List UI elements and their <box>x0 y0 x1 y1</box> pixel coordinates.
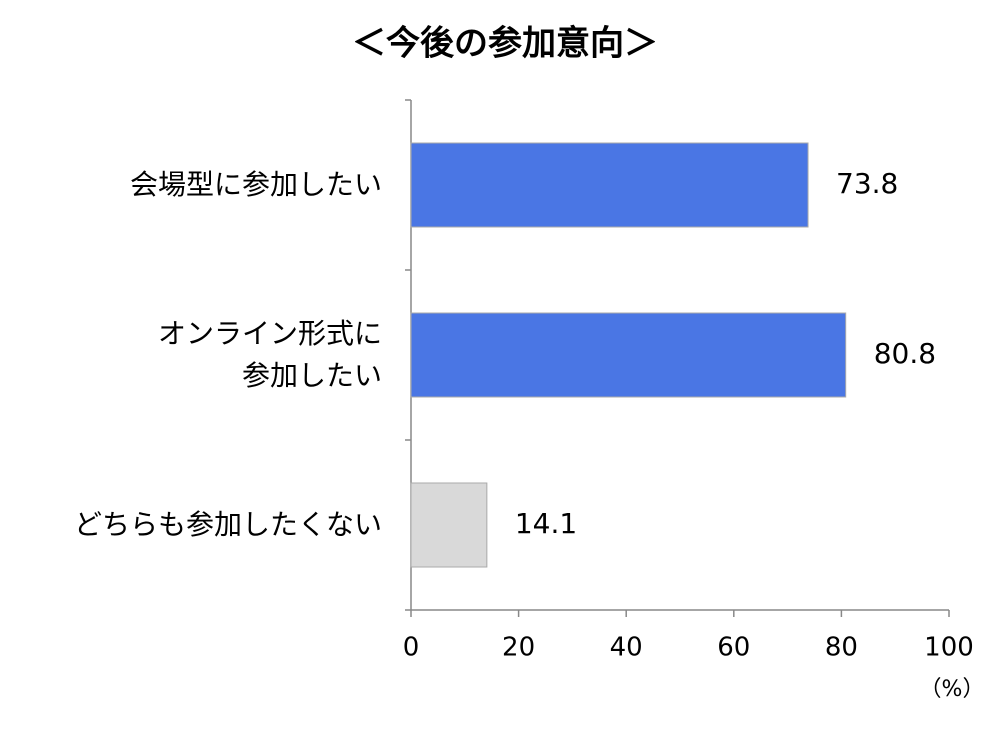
value-label: 73.8 <box>836 167 898 200</box>
x-tick-label: 40 <box>610 633 643 663</box>
chart-title: ＜今後の参加意向＞ <box>352 24 658 64</box>
category-label: オンライン形式に 参加したい <box>157 317 382 392</box>
bar <box>410 482 488 568</box>
category-label: どちらも参加したくない <box>73 508 382 541</box>
x-tick-label: 0 <box>403 633 420 663</box>
bar <box>410 142 809 228</box>
x-tick-label: 20 <box>502 633 535 663</box>
x-axis-label: （%） <box>920 677 985 702</box>
category-label: 会場型に参加したい <box>129 168 382 201</box>
x-tick-label: 60 <box>717 633 750 663</box>
x-tick-label: 80 <box>825 633 858 663</box>
value-label: 80.8 <box>874 337 936 370</box>
bar <box>410 312 847 398</box>
x-tick-label: 100 <box>924 633 974 663</box>
value-label: 14.1 <box>515 507 577 540</box>
